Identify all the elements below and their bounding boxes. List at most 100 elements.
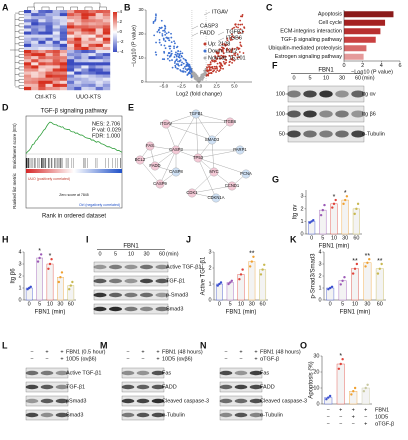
node-label: FADD [149,163,160,168]
volcano-point [178,60,181,63]
data-point [337,367,341,370]
data-point [329,286,332,290]
heatmap-cell [38,65,46,69]
volcano-point [221,43,224,46]
heatmap-cell [52,31,61,35]
volcano-point [195,77,198,80]
blot-band [139,306,154,312]
y-tick-label: 10 [313,385,319,391]
volcano-point [218,61,221,64]
volcano-point [229,39,232,41]
volcano-point [157,29,160,32]
volcano-point [162,29,164,32]
volcano-point [179,50,182,53]
condition-sign: − [364,414,367,420]
network-edge [165,121,231,125]
heatmap-cell [31,77,39,81]
heatmap-cell [102,40,111,45]
network-edge [149,145,177,151]
heatmap-cell [102,86,111,91]
blot-band [151,412,165,418]
node-label: MYC [209,169,218,174]
volcano-point [234,54,237,57]
volcano-point [158,31,161,34]
blot-band [287,110,301,118]
heatmap-cell [81,37,89,41]
heatmap-cell [88,10,96,14]
heatmap-cell [52,28,61,32]
heatmap-cell [74,25,82,29]
volcano-point [215,71,217,73]
x-tick-label: 5 [229,301,232,307]
heatmap-cell [24,16,32,20]
heatmap-cell [95,46,104,51]
blot-band [287,130,301,138]
y-tick-label: 2 [18,273,21,279]
data-point [219,281,223,284]
node-label: FAS [146,143,154,148]
volcano-point [154,18,157,21]
blot-band [93,278,107,284]
volcano-point [216,57,219,60]
network-node [235,145,245,155]
heatmap-cell [31,50,39,54]
heatmap-cell [67,19,75,23]
volcano-point [224,63,226,65]
y-tick-label: 4 [318,249,321,255]
volcano-point [234,23,237,26]
heatmap-cell [88,46,96,51]
network-node [145,141,155,151]
heatmap-cell [24,53,32,57]
heatmap-cell [59,77,68,81]
data-point [71,280,74,284]
heatmap-cell [24,10,32,14]
panel-letter: F [272,60,278,70]
volcano-point [216,52,219,55]
lane-label: 60 [355,75,361,81]
heatmap-cell [102,34,111,38]
heatmap-cell [67,68,75,72]
heatmap-cell [45,68,53,72]
heatmap-cell [74,71,82,75]
volcano-point [220,63,223,66]
heatmap-cell [24,40,32,45]
heatmap-cell [88,80,96,85]
category-label: Cell cycle [318,20,342,26]
volcano-point [170,52,173,55]
condition-sign: + [352,407,355,413]
x-tick-label: 30 [57,301,63,307]
network-node [171,167,181,177]
heatmap-cell [88,31,96,35]
volcano-point [158,41,161,44]
volcano-point [226,39,229,42]
heatmap-cell [67,74,75,78]
volcano-point [173,47,175,50]
heatmap-cell [102,77,111,81]
heatmap-cell [74,83,82,88]
data-point [36,260,40,263]
volcano-point [175,59,178,62]
heatmap-cell [74,37,82,41]
blot-row-label: TGF-β1 [166,278,185,284]
data-point [366,383,369,386]
heatmap-cell [102,16,111,20]
heatmap-cell [31,13,39,17]
panel-letter: L [2,340,8,350]
blot-strip [93,261,169,273]
volcano-point [173,62,176,64]
volcano-point [203,70,206,72]
y-tick-label: 30 [138,7,144,12]
network-edge [211,139,215,173]
blot-band [93,306,107,312]
heatmap-cell [88,25,96,29]
heatmap-cell [31,22,39,26]
gene-pointer [217,37,225,42]
blot-band [108,292,123,298]
gene-pointer [191,25,199,30]
x-tick-label: 10 [352,301,358,307]
heatmap-cell [52,74,61,78]
network-node [225,117,235,127]
volcano-point [192,72,195,75]
heatmap-cell [52,80,61,85]
